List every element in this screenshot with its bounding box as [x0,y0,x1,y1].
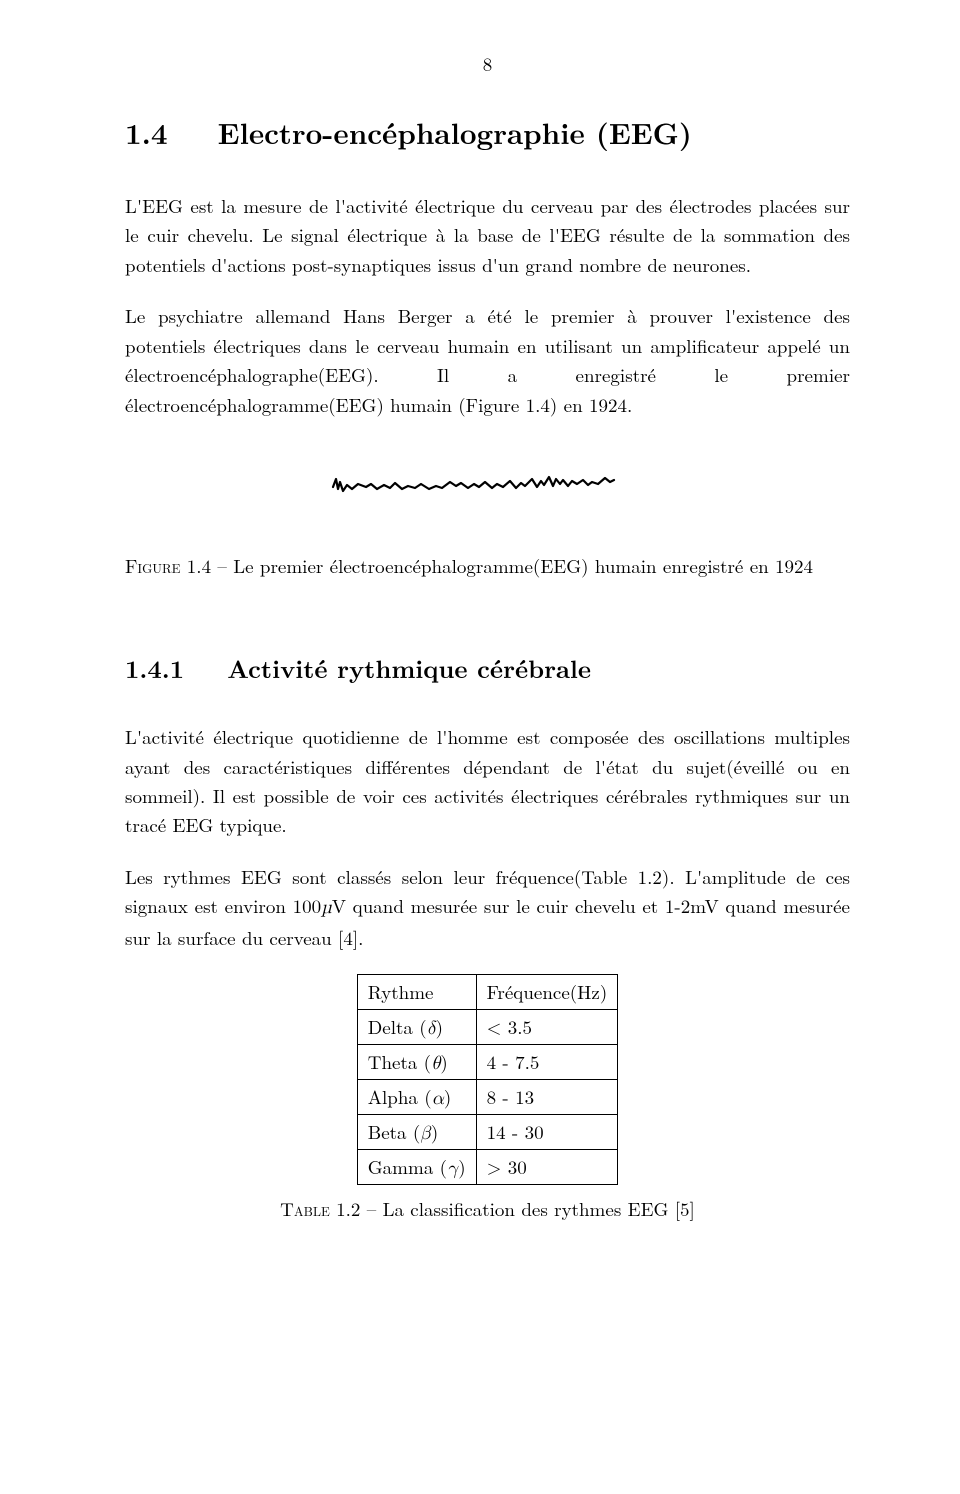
eeg-path [333,477,614,491]
table-row: Delta (δ) < 3.5 [357,1010,618,1045]
cell-rythme: Delta (δ) [357,1010,476,1045]
figure-1-4 [125,467,850,512]
cell-rythme: Gamma (γ) [357,1150,476,1185]
table-row: Theta (θ) 4 - 7.5 [357,1045,618,1080]
figure-caption: Figure 1.4 – Le premier électroencéphalo… [125,552,850,579]
subsection-heading: 1.4.1 Activité rythmique cérébrale [125,651,850,686]
figure-label: Figure [125,552,180,579]
cell-freq: > 30 [476,1150,618,1185]
subsection-title: Activité rythmique cérébrale [227,651,591,686]
section-heading: 1.4 Electro-encéphalographie (EEG) [125,111,850,153]
cell-freq: 14 - 30 [476,1115,618,1150]
table-caption: Table 1.2 – La classification des rythme… [125,1195,850,1222]
table-label: Table [280,1195,330,1222]
cell-freq: 4 - 7.5 [476,1045,618,1080]
subsection-number: 1.4.1 [125,651,184,686]
page-number: 8 [125,50,850,77]
section-number: 1.4 [125,111,168,153]
cell-rythme: Alpha (α) [357,1080,476,1115]
paragraph-1: L'EEG est la mesure de l'activité électr… [125,191,850,279]
section-title: Electro-encéphalographie (EEG) [218,111,692,153]
table-row: Beta (β) 14 - 30 [357,1115,618,1150]
figure-caption-text: 1.4 – Le premier électroencéphalogramme(… [180,552,813,579]
cell-rythme: Theta (θ) [357,1045,476,1080]
cell-rythme: Beta (β) [357,1115,476,1150]
cell-freq: < 3.5 [476,1010,618,1045]
table-header-row: Rythme Fréquence(Hz) [357,975,618,1010]
table-row: Alpha (α) 8 - 13 [357,1080,618,1115]
rhythm-table: Rythme Fréquence(Hz) Delta (δ) < 3.5 The… [357,974,619,1185]
table-row: Gamma (γ) > 30 [357,1150,618,1185]
col-header-frequence: Fréquence(Hz) [476,975,618,1010]
page: 8 1.4 Electro-encéphalographie (EEG) L'E… [0,0,960,1301]
table-caption-text: 1.2 – La classification des rythmes EEG … [330,1195,695,1222]
eeg-trace-icon [328,467,648,507]
col-header-rythme: Rythme [357,975,476,1010]
mu-symbol: µ [321,898,332,917]
paragraph-2: Le psychiatre allemand Hans Berger a été… [125,301,850,419]
paragraph-3: L'activité électrique quotidienne de l'h… [125,722,850,840]
cell-freq: 8 - 13 [476,1080,618,1115]
paragraph-4: Les rythmes EEG sont classés selon leur … [125,862,850,952]
